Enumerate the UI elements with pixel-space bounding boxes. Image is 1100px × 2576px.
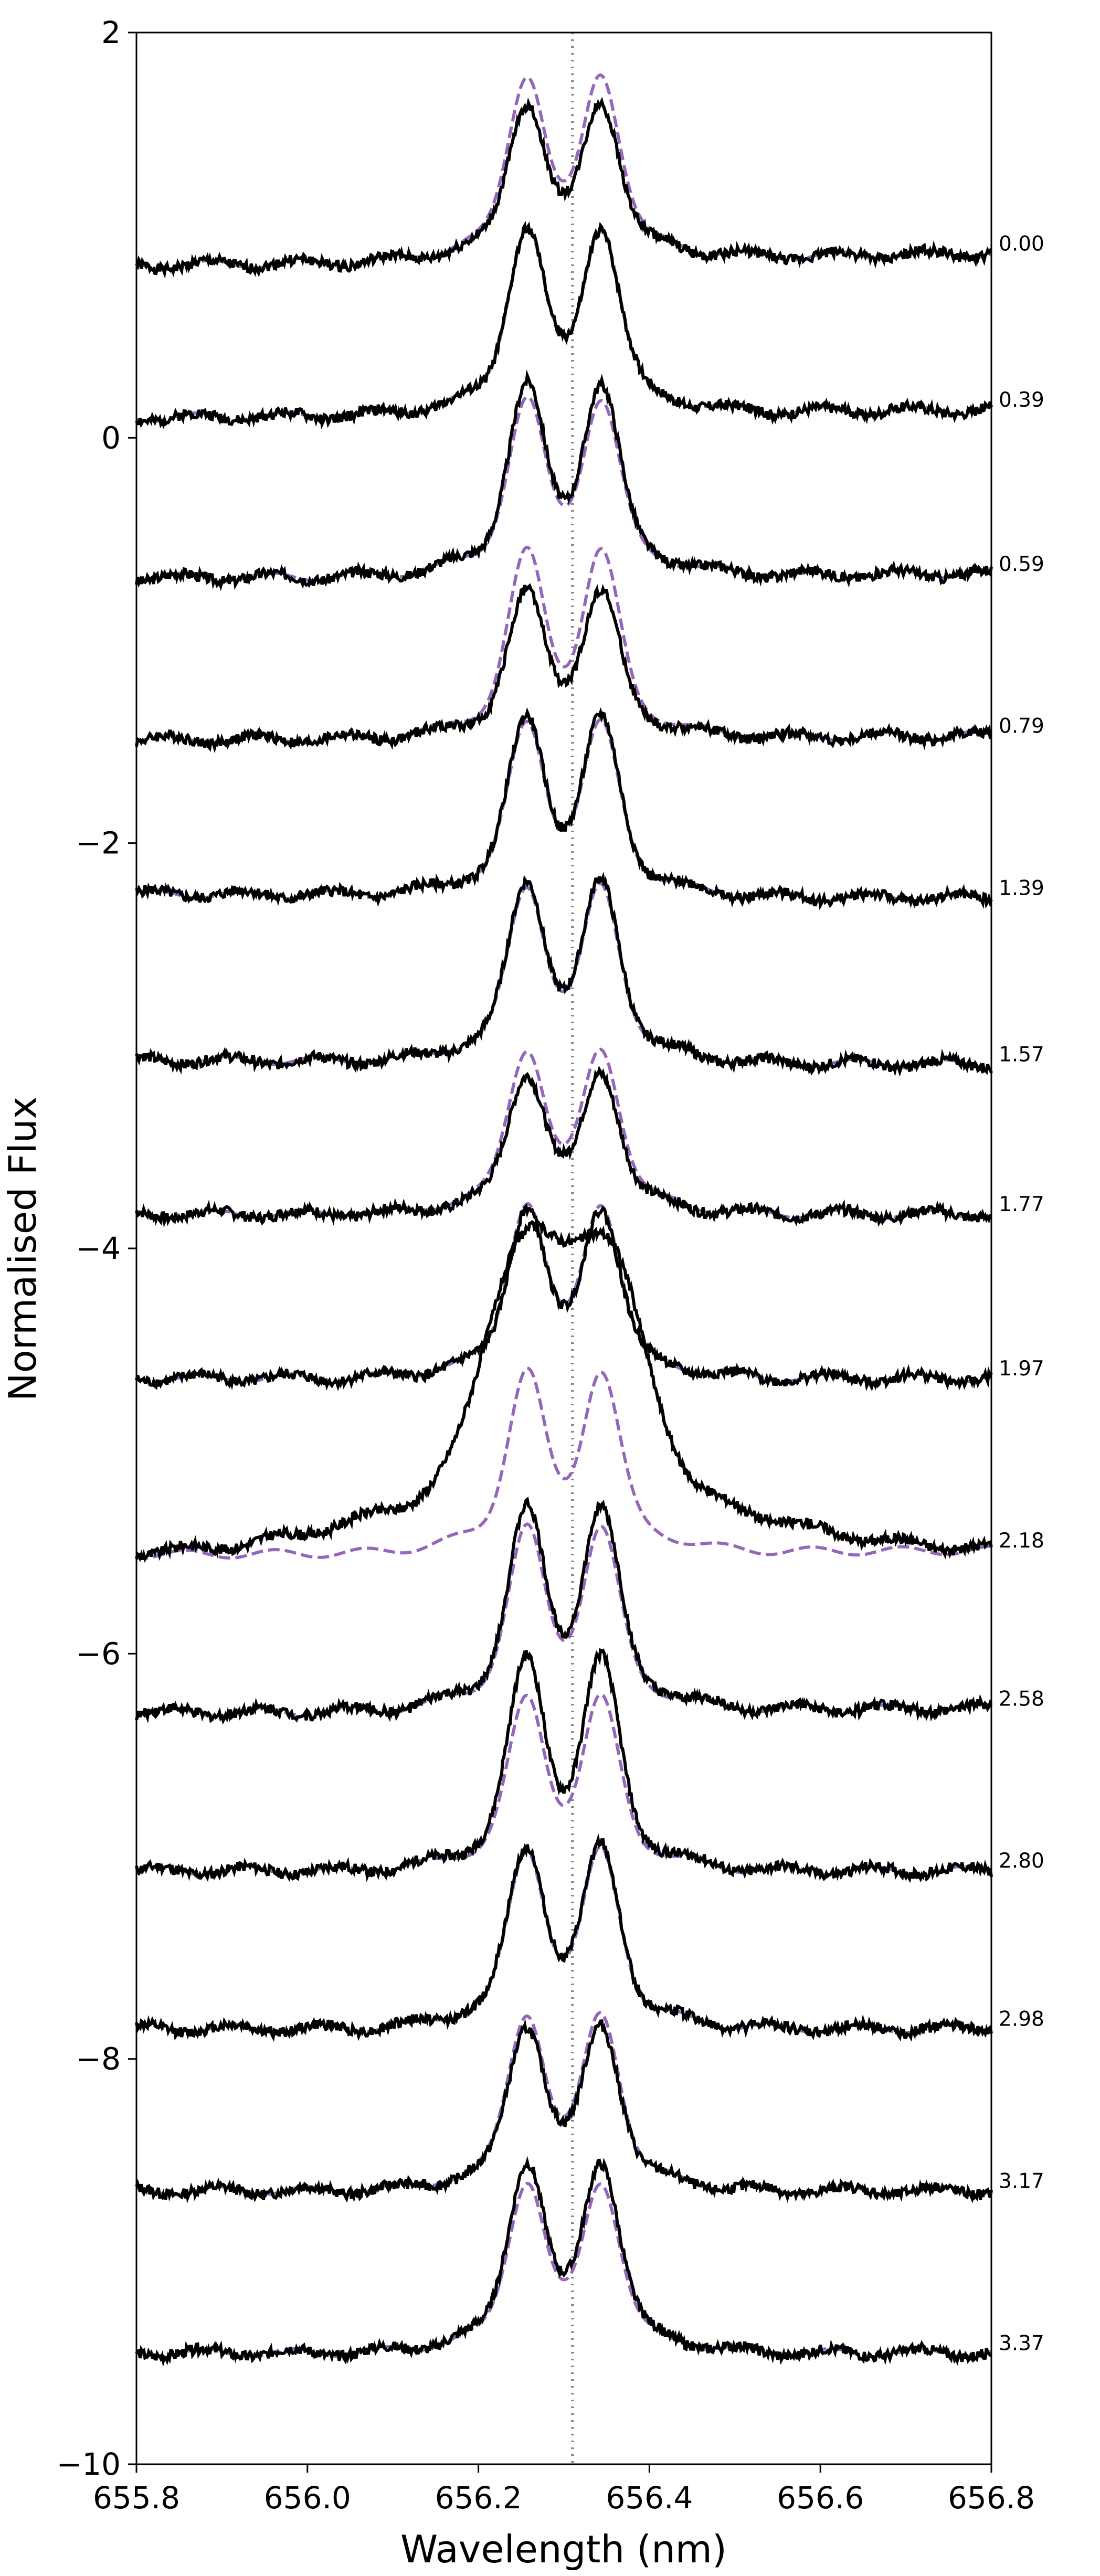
spectrum-phase-label: 1.57 bbox=[999, 1043, 1044, 1066]
x-tick-label: 656.0 bbox=[264, 2480, 351, 2516]
spectrum-phase-label: 0.79 bbox=[999, 715, 1044, 738]
model-spectrum-line bbox=[136, 1366, 991, 1560]
x-tick-label: 656.2 bbox=[435, 2480, 522, 2516]
model-spectrum-line bbox=[136, 718, 992, 904]
spectrum-phase-label: 2.18 bbox=[999, 1529, 1044, 1553]
model-spectrum-line bbox=[136, 1202, 992, 1384]
x-tick-label: 655.8 bbox=[93, 2480, 180, 2516]
y-tick-label: 2 bbox=[101, 15, 121, 50]
observed-spectrum-line bbox=[135, 220, 993, 430]
spectrum-phase-label: 1.77 bbox=[999, 1193, 1044, 1216]
observed-spectrum-line bbox=[135, 1497, 993, 1725]
y-tick-label: −2 bbox=[76, 825, 121, 861]
observed-spectrum-line bbox=[135, 707, 993, 910]
spectrum-phase-label: 1.97 bbox=[999, 1357, 1044, 1381]
x-tick-label: 656.6 bbox=[777, 2480, 864, 2516]
model-spectrum-line bbox=[136, 2181, 992, 2359]
model-spectrum-line bbox=[136, 1845, 992, 2034]
spectrum-phase-label: 0.39 bbox=[999, 388, 1044, 412]
model-spectrum-line bbox=[136, 2011, 992, 2197]
x-axis-title: Wavelength (nm) bbox=[400, 2527, 727, 2571]
y-tick-label: −8 bbox=[76, 2041, 121, 2077]
observed-spectrum-line bbox=[135, 2019, 993, 2204]
model-spectrum-line bbox=[136, 882, 992, 1070]
model-spectrum-line bbox=[136, 73, 992, 271]
spectrum-phase-label: 2.58 bbox=[999, 1687, 1044, 1711]
spectrum-phase-label: 0.00 bbox=[999, 232, 1044, 256]
x-tick-label: 656.8 bbox=[948, 2480, 1035, 2516]
y-tick-label: −10 bbox=[57, 2446, 121, 2482]
observed-spectrum-line bbox=[135, 1203, 993, 1392]
model-spectrum-line bbox=[136, 1522, 992, 1718]
plot-area bbox=[135, 33, 993, 2464]
observed-spectrum-line bbox=[135, 1833, 993, 2042]
y-tick-label: −6 bbox=[76, 1636, 121, 1671]
observed-spectrum-line bbox=[135, 369, 993, 591]
x-tick-label: 656.4 bbox=[606, 2480, 693, 2516]
spectrum-phase-label: 3.37 bbox=[999, 2331, 1044, 2355]
plot-frame bbox=[135, 31, 992, 2465]
observed-spectrum-line bbox=[135, 1648, 993, 1883]
model-spectrum-line bbox=[136, 395, 992, 584]
observed-spectrum-line bbox=[135, 1065, 992, 1228]
spectrum-phase-label: 3.17 bbox=[999, 2169, 1044, 2193]
y-tick-label: −4 bbox=[76, 1231, 121, 1266]
observed-spectrum-line bbox=[135, 2156, 992, 2367]
y-tick-label: 0 bbox=[101, 420, 121, 455]
observed-spectrum-line bbox=[135, 583, 992, 754]
axis-ticks: 655.8 656.0 656.2 656.4 656.6 656.8 2 0 −2 −4 −6 −8… bbox=[57, 15, 1044, 2516]
spectrum-phase-label: 2.98 bbox=[999, 2007, 1044, 2031]
spectrum-phase-label: 1.39 bbox=[999, 877, 1044, 900]
y-axis-title: Normalised Flux bbox=[1, 1097, 45, 1402]
observed-spectrum-line bbox=[135, 97, 993, 279]
model-spectrum-line bbox=[136, 1047, 992, 1220]
model-spectrum-line bbox=[136, 1692, 992, 1877]
observed-spectrum-line bbox=[135, 1218, 993, 1563]
spectrum-phase-label: 0.59 bbox=[999, 553, 1044, 576]
observed-spectrum-line bbox=[135, 871, 993, 1077]
spectrum-phase-label: 2.80 bbox=[999, 1849, 1044, 1873]
